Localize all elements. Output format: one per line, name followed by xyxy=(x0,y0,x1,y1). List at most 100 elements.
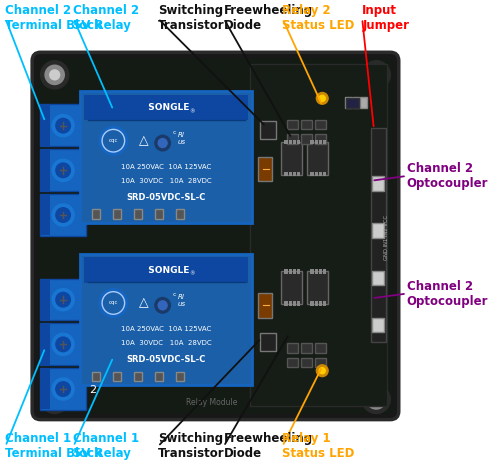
FancyBboxPatch shape xyxy=(155,372,163,381)
Text: cqc: cqc xyxy=(108,300,118,306)
Text: △: △ xyxy=(139,297,148,309)
Circle shape xyxy=(154,135,171,151)
FancyBboxPatch shape xyxy=(260,333,276,351)
FancyBboxPatch shape xyxy=(40,105,86,146)
Text: Switching
Transistor: Switching Transistor xyxy=(158,432,224,460)
FancyBboxPatch shape xyxy=(258,293,272,317)
Text: SRD-05VDC-SL-C: SRD-05VDC-SL-C xyxy=(126,193,206,201)
Circle shape xyxy=(316,364,329,377)
FancyBboxPatch shape xyxy=(370,128,386,342)
FancyBboxPatch shape xyxy=(323,301,326,306)
FancyBboxPatch shape xyxy=(300,343,312,353)
Circle shape xyxy=(318,95,326,102)
Text: Freewheeling
Diode: Freewheeling Diode xyxy=(224,4,313,33)
FancyBboxPatch shape xyxy=(346,98,360,108)
FancyBboxPatch shape xyxy=(323,269,326,273)
FancyBboxPatch shape xyxy=(40,279,50,320)
FancyBboxPatch shape xyxy=(134,210,142,219)
FancyBboxPatch shape xyxy=(282,142,302,175)
Text: 2: 2 xyxy=(88,385,96,395)
FancyBboxPatch shape xyxy=(40,194,50,235)
Circle shape xyxy=(40,61,69,89)
FancyBboxPatch shape xyxy=(293,301,296,306)
FancyBboxPatch shape xyxy=(314,358,326,367)
FancyBboxPatch shape xyxy=(176,210,184,219)
FancyBboxPatch shape xyxy=(293,269,296,273)
FancyBboxPatch shape xyxy=(84,257,248,283)
Circle shape xyxy=(102,292,124,314)
FancyBboxPatch shape xyxy=(40,149,86,191)
Circle shape xyxy=(55,207,71,223)
FancyBboxPatch shape xyxy=(360,97,367,108)
FancyBboxPatch shape xyxy=(288,269,292,273)
Circle shape xyxy=(52,158,75,182)
Circle shape xyxy=(318,367,326,375)
FancyBboxPatch shape xyxy=(310,140,314,144)
FancyBboxPatch shape xyxy=(286,343,298,353)
Circle shape xyxy=(49,394,60,405)
FancyBboxPatch shape xyxy=(113,210,121,219)
FancyBboxPatch shape xyxy=(310,172,314,176)
FancyBboxPatch shape xyxy=(92,210,100,219)
FancyBboxPatch shape xyxy=(113,372,121,381)
Circle shape xyxy=(98,288,128,318)
FancyBboxPatch shape xyxy=(353,97,360,108)
Circle shape xyxy=(55,118,71,134)
FancyBboxPatch shape xyxy=(307,142,328,175)
FancyBboxPatch shape xyxy=(286,120,298,130)
Circle shape xyxy=(158,138,168,148)
Circle shape xyxy=(52,288,75,311)
FancyBboxPatch shape xyxy=(372,317,384,332)
FancyBboxPatch shape xyxy=(314,140,318,144)
FancyBboxPatch shape xyxy=(32,53,399,420)
FancyBboxPatch shape xyxy=(40,149,50,191)
FancyBboxPatch shape xyxy=(297,140,300,144)
Circle shape xyxy=(316,92,329,105)
Circle shape xyxy=(370,69,382,80)
FancyBboxPatch shape xyxy=(372,176,384,191)
Circle shape xyxy=(40,385,69,413)
Text: Channel 2
5V Relay: Channel 2 5V Relay xyxy=(74,4,140,33)
Text: Relay 1
Status LED: Relay 1 Status LED xyxy=(282,432,354,460)
Text: cqc: cqc xyxy=(108,138,118,143)
FancyBboxPatch shape xyxy=(288,172,292,176)
FancyBboxPatch shape xyxy=(250,64,387,405)
Circle shape xyxy=(52,203,75,227)
FancyBboxPatch shape xyxy=(288,301,292,306)
Text: Rl
us: Rl us xyxy=(178,294,186,307)
FancyBboxPatch shape xyxy=(372,223,384,237)
Text: ®: ® xyxy=(189,272,194,276)
FancyBboxPatch shape xyxy=(323,140,326,144)
FancyBboxPatch shape xyxy=(297,269,300,273)
Circle shape xyxy=(55,292,71,307)
FancyBboxPatch shape xyxy=(314,343,326,353)
FancyBboxPatch shape xyxy=(307,272,328,304)
Text: Relay Module: Relay Module xyxy=(186,398,238,407)
FancyBboxPatch shape xyxy=(323,172,326,176)
Circle shape xyxy=(362,385,390,413)
FancyBboxPatch shape xyxy=(314,172,318,176)
FancyBboxPatch shape xyxy=(318,140,322,144)
FancyBboxPatch shape xyxy=(314,301,318,306)
Text: △: △ xyxy=(139,134,148,147)
FancyBboxPatch shape xyxy=(260,121,276,139)
FancyBboxPatch shape xyxy=(300,358,312,367)
Circle shape xyxy=(362,61,390,89)
FancyBboxPatch shape xyxy=(40,368,50,409)
FancyBboxPatch shape xyxy=(286,358,298,367)
FancyBboxPatch shape xyxy=(286,134,298,143)
Circle shape xyxy=(44,64,65,85)
Text: SONGLE: SONGLE xyxy=(142,103,190,112)
Circle shape xyxy=(158,300,168,310)
Circle shape xyxy=(154,297,171,314)
FancyBboxPatch shape xyxy=(40,279,86,320)
FancyBboxPatch shape xyxy=(300,120,312,130)
FancyBboxPatch shape xyxy=(38,58,393,413)
Circle shape xyxy=(49,69,60,80)
Text: Freewheeling
Diode: Freewheeling Diode xyxy=(224,432,313,460)
FancyBboxPatch shape xyxy=(40,323,86,365)
FancyBboxPatch shape xyxy=(134,372,142,381)
FancyBboxPatch shape xyxy=(80,91,252,223)
Text: ®: ® xyxy=(189,109,194,114)
Text: SONGLE: SONGLE xyxy=(142,265,190,274)
